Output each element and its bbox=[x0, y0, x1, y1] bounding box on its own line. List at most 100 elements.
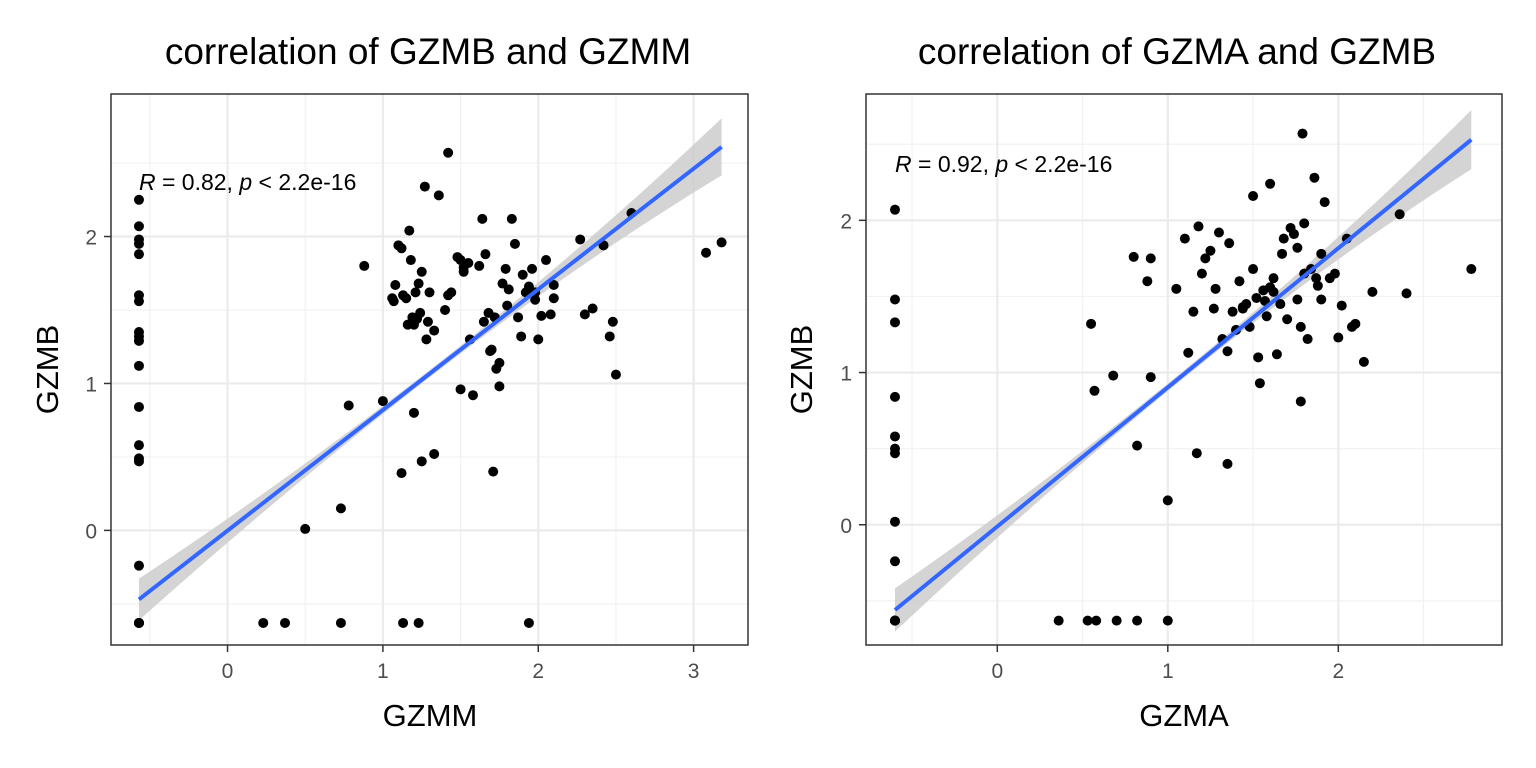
r-label: R bbox=[895, 151, 912, 177]
data-point bbox=[1234, 276, 1245, 287]
data-point bbox=[1261, 311, 1272, 322]
data-point bbox=[889, 317, 900, 328]
data-point bbox=[497, 278, 508, 289]
data-point bbox=[610, 369, 621, 380]
data-point bbox=[480, 249, 491, 260]
data-point bbox=[133, 617, 144, 628]
data-point bbox=[494, 381, 505, 392]
data-point bbox=[1265, 282, 1276, 293]
data-point bbox=[133, 249, 144, 260]
data-point bbox=[575, 234, 586, 245]
chart-panel-2: 0 1 2 0 1 2 R = 0.92, p < 2.2e-16 correlation o… bbox=[784, 31, 1503, 733]
data-point bbox=[359, 260, 370, 271]
data-point bbox=[716, 237, 727, 248]
data-point bbox=[1336, 300, 1347, 311]
data-point bbox=[1358, 356, 1369, 367]
data-point bbox=[1367, 286, 1378, 297]
data-point bbox=[1193, 221, 1204, 232]
data-point bbox=[1316, 248, 1327, 259]
data-point bbox=[377, 396, 388, 407]
data-point bbox=[424, 287, 435, 298]
data-point bbox=[1277, 248, 1288, 259]
data-point bbox=[433, 190, 444, 201]
data-point bbox=[1196, 268, 1207, 279]
data-point bbox=[429, 325, 440, 336]
data-point bbox=[1292, 294, 1303, 305]
r-label: R bbox=[139, 169, 156, 195]
data-point bbox=[421, 334, 432, 345]
data-point bbox=[1350, 318, 1361, 329]
data-point bbox=[478, 316, 489, 327]
data-point bbox=[1237, 302, 1248, 313]
data-point bbox=[1275, 299, 1286, 310]
data-point bbox=[1295, 321, 1306, 332]
data-point bbox=[889, 391, 900, 402]
data-point bbox=[1394, 209, 1405, 220]
data-point bbox=[133, 194, 144, 205]
regression-line bbox=[893, 138, 1473, 612]
data-point bbox=[1145, 253, 1156, 264]
data-point bbox=[1312, 280, 1323, 291]
data-point bbox=[133, 221, 144, 232]
data-point bbox=[503, 284, 514, 295]
data-point bbox=[1213, 227, 1224, 238]
data-point bbox=[477, 213, 488, 224]
y-axis-title: GZMB bbox=[784, 325, 819, 415]
data-point bbox=[468, 390, 479, 401]
chart-title: correlation of GZMA and GZMB bbox=[918, 31, 1436, 72]
data-point bbox=[523, 617, 534, 628]
data-point bbox=[410, 287, 421, 298]
data-point bbox=[416, 266, 427, 277]
data-point bbox=[133, 456, 144, 467]
data-point bbox=[889, 431, 900, 442]
x-tick-label: 1 bbox=[377, 660, 389, 683]
data-point bbox=[516, 331, 527, 342]
data-point bbox=[1208, 303, 1219, 314]
data-point bbox=[1329, 268, 1340, 279]
data-point bbox=[408, 407, 419, 418]
x-tick-label: 0 bbox=[991, 660, 1003, 683]
data-point bbox=[416, 456, 427, 467]
data-point bbox=[405, 255, 416, 266]
data-point bbox=[133, 296, 144, 307]
p-label: p bbox=[994, 151, 1008, 177]
data-point bbox=[1333, 332, 1344, 343]
data-point bbox=[1171, 283, 1182, 294]
data-point bbox=[1183, 347, 1194, 358]
data-point bbox=[500, 263, 511, 274]
regression-line bbox=[137, 145, 723, 602]
data-point bbox=[1248, 264, 1259, 275]
y-tick-label: 1 bbox=[840, 363, 852, 386]
data-point bbox=[1082, 615, 1093, 626]
p-label: p bbox=[238, 169, 252, 195]
data-point bbox=[1297, 128, 1308, 139]
data-point bbox=[530, 294, 541, 305]
data-point bbox=[506, 213, 517, 224]
data-point bbox=[701, 247, 712, 258]
data-point bbox=[548, 280, 559, 291]
data-point bbox=[440, 304, 451, 315]
data-point bbox=[1248, 190, 1259, 201]
data-point bbox=[1128, 251, 1139, 262]
y-axis-title: GZMB bbox=[30, 325, 65, 415]
data-point bbox=[396, 468, 407, 479]
data-point bbox=[1132, 440, 1143, 451]
data-point bbox=[485, 346, 496, 357]
plot-border bbox=[865, 93, 1503, 646]
data-point bbox=[133, 360, 144, 371]
data-point bbox=[396, 243, 407, 254]
data-point bbox=[1205, 245, 1216, 256]
data-point bbox=[1265, 178, 1276, 189]
data-point bbox=[1111, 615, 1122, 626]
data-point bbox=[133, 401, 144, 412]
data-point bbox=[258, 617, 269, 628]
data-point bbox=[1162, 495, 1173, 506]
data-point bbox=[422, 316, 433, 327]
x-axis-title: GZMA bbox=[1139, 698, 1229, 733]
data-point bbox=[1271, 349, 1282, 360]
r-text: = 0.82, bbox=[156, 169, 240, 195]
x-tick-label: 3 bbox=[688, 660, 700, 683]
plot-border bbox=[110, 93, 749, 646]
data-point bbox=[1224, 238, 1235, 249]
